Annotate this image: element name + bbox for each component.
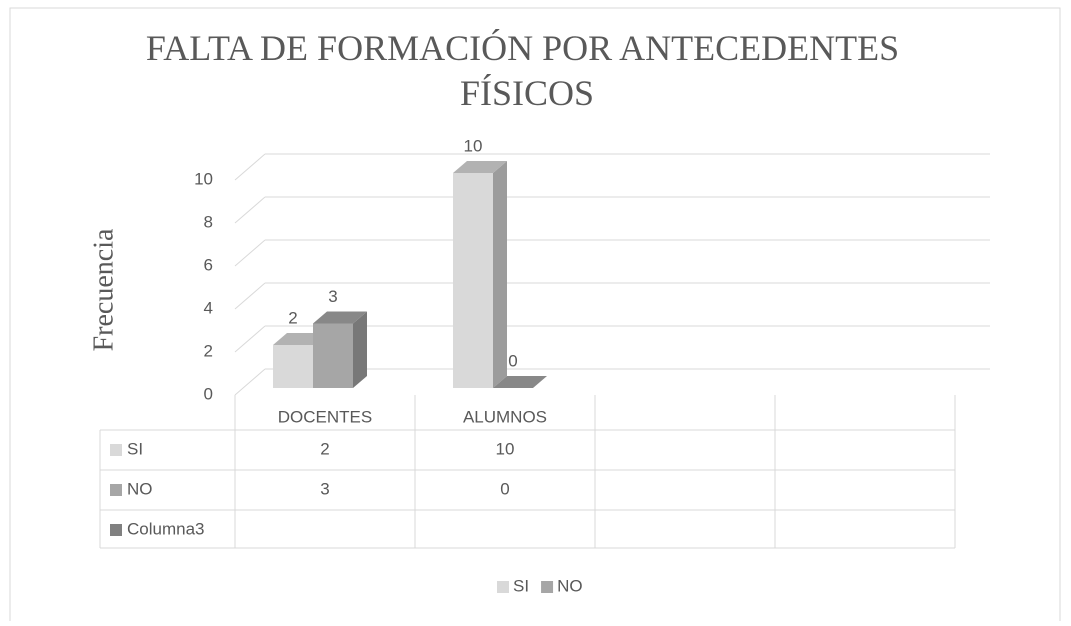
table-cell: 10: [496, 439, 515, 458]
chart-border: [9, 7, 1061, 626]
x-tick-label: ALUMNOS: [463, 407, 547, 426]
legend-swatch: [110, 444, 122, 456]
bar-top: [313, 311, 367, 324]
bar-top: [453, 161, 507, 173]
table-cell: 0: [500, 479, 509, 498]
bar-side: [493, 161, 507, 388]
legend-swatch: [541, 581, 554, 593]
y-axis-label: Frecuencia: [88, 228, 119, 351]
grid-depth-line: [234, 368, 266, 396]
bar-side: [353, 311, 367, 388]
table-row-label: Columna3: [127, 519, 205, 538]
bar: [313, 311, 367, 388]
grid-depth-line: [234, 196, 266, 224]
legend-swatch: [110, 484, 122, 496]
table-row-label: NO: [127, 479, 153, 498]
y-tick-label: 4: [204, 298, 213, 317]
y-tick-label: 0: [204, 384, 213, 403]
legend-swatch: [110, 524, 122, 536]
bar: [453, 161, 507, 388]
data-label: 10: [464, 136, 483, 155]
data-label: 3: [328, 287, 337, 306]
grid-depth-line: [234, 282, 266, 310]
bar: [493, 376, 547, 388]
bar-top: [493, 376, 547, 388]
legend-label: SI: [513, 576, 529, 595]
bar-front: [273, 345, 313, 388]
x-tick-label: DOCENTES: [278, 407, 372, 426]
y-tick-label: 10: [194, 169, 213, 188]
grid-depth-line: [234, 239, 266, 267]
data-label: 0: [508, 351, 517, 370]
chart-title: FALTA DE FORMACIÓN POR ANTECEDENTES FÍSI…: [146, 28, 908, 113]
data-label: 2: [288, 308, 297, 327]
bar-front: [453, 173, 493, 388]
table-cell: 2: [320, 439, 329, 458]
legend-swatch: [497, 581, 509, 593]
y-tick-label: 6: [204, 255, 213, 274]
table-cell: 3: [320, 479, 329, 498]
legend-label: NO: [557, 576, 583, 595]
y-tick-label: 8: [204, 212, 213, 231]
grid-depth-line: [234, 325, 266, 353]
table-row-label: SI: [127, 439, 143, 458]
y-tick-label: 2: [204, 341, 213, 360]
bar-front: [313, 323, 353, 388]
grid-depth-line: [234, 153, 266, 181]
